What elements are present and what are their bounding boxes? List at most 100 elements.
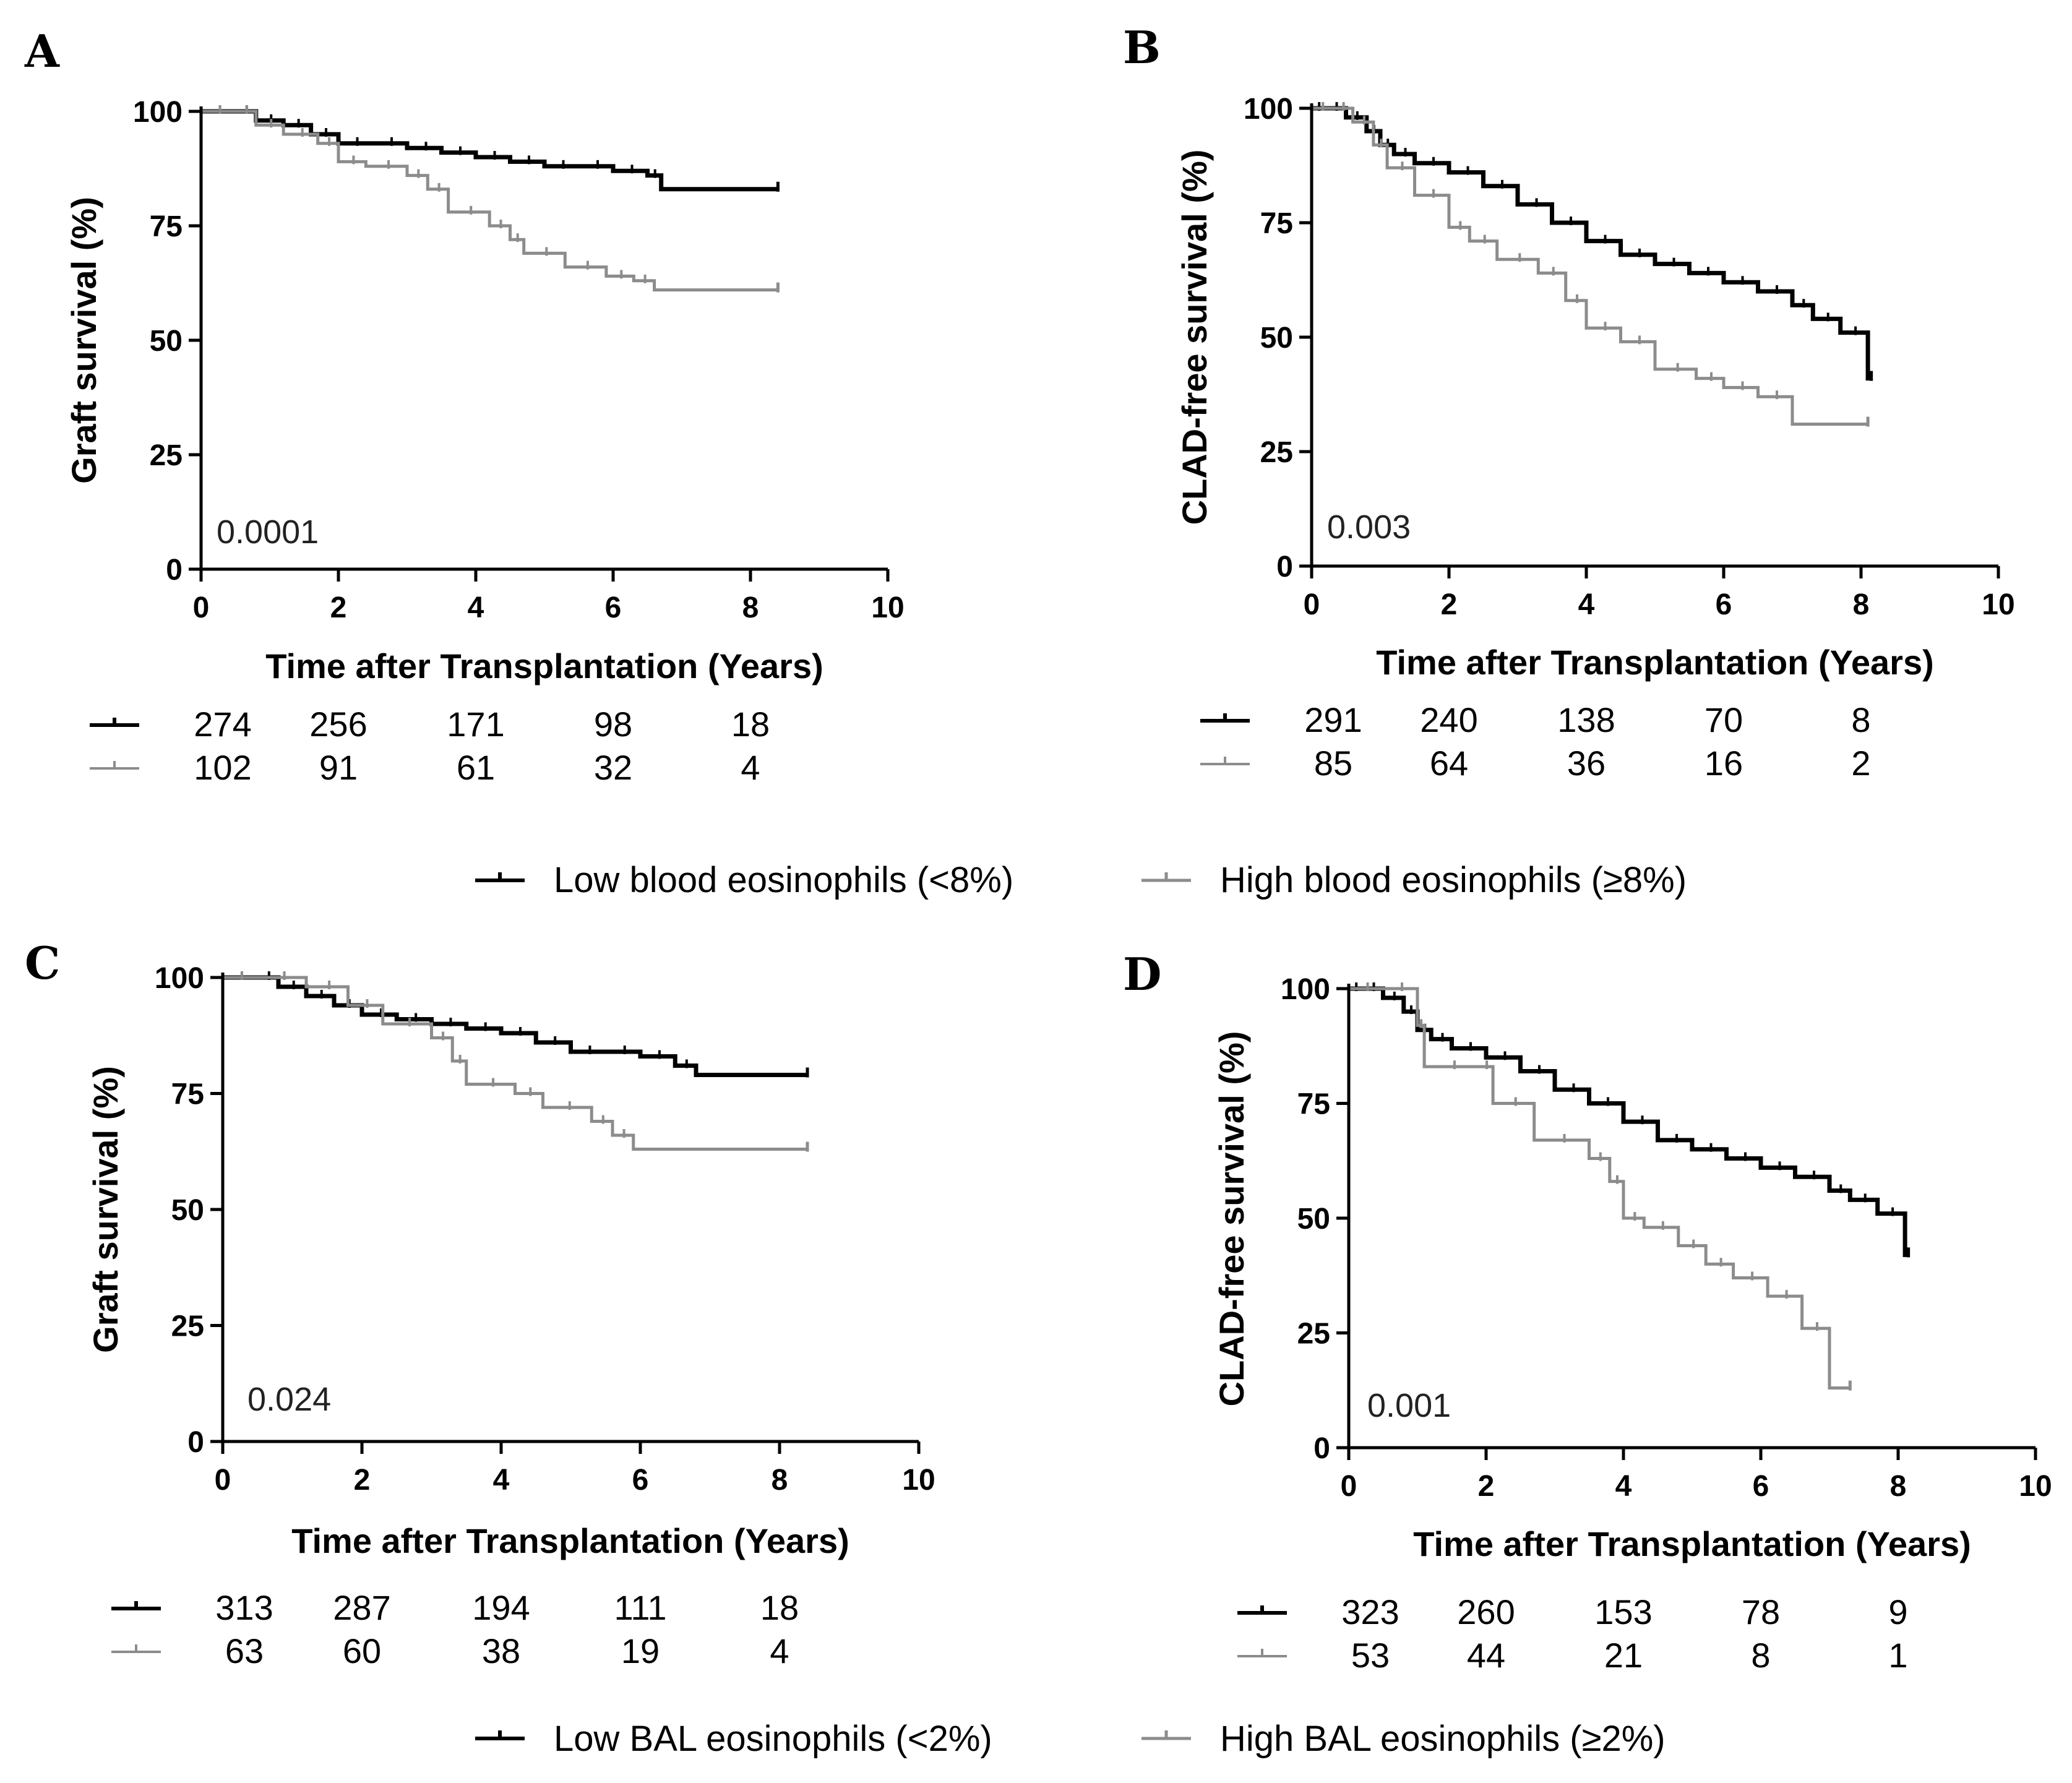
risk-count-low: 194 [472, 1588, 530, 1627]
risk-count-low: 111 [614, 1588, 666, 1627]
x-tick-label: 0 [1304, 588, 1320, 621]
x-tick-label: 2 [1441, 588, 1458, 621]
risk-count-low: 138 [1557, 700, 1615, 739]
risk-count-low: 274 [194, 705, 251, 744]
y-tick-label: 75 [1260, 207, 1293, 240]
x-tick-label: 0 [193, 591, 210, 624]
risk-count-low: 171 [447, 705, 504, 744]
y-tick-label: 75 [171, 1078, 204, 1111]
panel-letter-d: D [1123, 948, 1161, 1000]
x-tick-label: 8 [1853, 588, 1870, 621]
risk-count-low: 18 [731, 705, 770, 744]
risk-count-high: 16 [1704, 744, 1743, 783]
risk-count-high: 19 [621, 1631, 660, 1670]
panel-letter-c: C [25, 937, 60, 989]
risk-count-high: 102 [194, 748, 251, 787]
y-tick-label: 0 [1276, 551, 1293, 583]
risk-count-high: 1 [1888, 1636, 1907, 1675]
y-tick-label: 50 [1297, 1203, 1330, 1235]
risk-count-high: 36 [1567, 744, 1606, 783]
risk-count-high: 21 [1604, 1636, 1643, 1675]
x-tick-label: 0 [1341, 1470, 1357, 1503]
y-tick-label: 0 [1313, 1432, 1330, 1465]
risk-count-high: 91 [319, 748, 358, 787]
x-tick-label: 2 [1478, 1470, 1495, 1503]
x-tick-label: 4 [1578, 588, 1595, 621]
y-tick-label: 100 [1244, 93, 1293, 126]
risk-count-low: 260 [1457, 1592, 1515, 1631]
risk-count-high: 44 [1467, 1636, 1505, 1675]
panel-a: A 0 25 50 75 100 0 2 4 6 8 10 0.0001 Time after Tr… [24, 25, 905, 787]
risk-count-low: 8 [1851, 700, 1870, 739]
legend-high-blood-label: High blood eosinophils (≥8%) [1220, 860, 1687, 900]
legend-bal: Low BAL eosinophils (<2%) High BAL eosin… [475, 1719, 1666, 1759]
x-tick-label: 4 [493, 1464, 510, 1497]
y-tick-label: 50 [150, 325, 183, 358]
risk-count-low: 98 [594, 705, 632, 744]
survival-curve-high-d [1349, 987, 1851, 1390]
x-tick-label: 8 [1890, 1470, 1907, 1503]
x-tick-label: 8 [772, 1464, 788, 1497]
x-axis-title-a: Time after Transplantation (Years) [265, 647, 823, 685]
y-tick-label: 0 [187, 1426, 204, 1459]
y-tick-label: 100 [1281, 973, 1330, 1006]
x-tick-label: 6 [1716, 588, 1732, 621]
y-tick-label: 100 [133, 96, 183, 129]
risk-count-high: 63 [225, 1631, 264, 1670]
y-tick-label: 50 [1260, 322, 1293, 354]
risk-count-high: 85 [1314, 744, 1352, 783]
y-tick-label: 50 [171, 1194, 204, 1227]
risk-count-high: 60 [343, 1631, 381, 1670]
p-value-c: 0.024 [247, 1381, 331, 1418]
risk-count-low: 313 [215, 1588, 273, 1627]
y-tick-label: 75 [1297, 1088, 1330, 1121]
x-axis-title-b: Time after Transplantation (Years) [1376, 643, 1933, 682]
survival-curve-high-a [201, 110, 778, 292]
risk-count-low: 9 [1888, 1592, 1907, 1631]
risk-count-low: 256 [309, 705, 367, 744]
p-value-d: 0.001 [1367, 1387, 1451, 1424]
legend-low-bal-label: Low BAL eosinophils (<2%) [554, 1719, 992, 1759]
risk-count-high: 64 [1430, 744, 1468, 783]
risk-count-low: 18 [760, 1588, 799, 1627]
x-tick-label: 8 [742, 591, 759, 624]
risk-count-low: 70 [1704, 700, 1743, 739]
risk-count-low: 153 [1594, 1592, 1652, 1631]
panel-b: B 0 25 50 75 100 0 2 4 6 8 10 0.003 Time after Tra… [1123, 21, 2015, 783]
risk-count-high: 61 [457, 748, 495, 787]
panel-letter-a: A [24, 25, 60, 77]
survival-curve-high-b [1312, 106, 1868, 426]
x-tick-label: 10 [1982, 588, 2014, 621]
legend-low-blood-label: Low blood eosinophils (<8%) [554, 860, 1013, 900]
y-tick-label: 25 [150, 439, 183, 472]
y-tick-label: 0 [166, 554, 183, 586]
risk-count-high: 8 [1751, 1636, 1770, 1675]
risk-count-low: 287 [333, 1588, 390, 1627]
risk-count-high: 4 [770, 1631, 789, 1670]
y-tick-label: 25 [1297, 1318, 1330, 1351]
legend-blood: Low blood eosinophils (<8%) High blood e… [475, 860, 1687, 900]
survival-curve-low-c [223, 975, 807, 1077]
risk-count-high: 38 [482, 1631, 520, 1670]
x-axis-title-c: Time after Transplantation (Years) [291, 1521, 849, 1560]
risk-count-low: 323 [1341, 1592, 1399, 1631]
y-tick-label: 100 [155, 962, 204, 995]
x-tick-label: 6 [1753, 1470, 1769, 1503]
p-value-b: 0.003 [1327, 509, 1411, 546]
x-tick-label: 6 [632, 1464, 649, 1497]
x-axis-title-d: Time after Transplantation (Years) [1413, 1524, 1971, 1563]
p-value-a: 0.0001 [217, 513, 319, 551]
x-tick-label: 6 [605, 591, 622, 624]
y-tick-label: 75 [150, 210, 183, 243]
risk-count-low: 78 [1742, 1592, 1780, 1631]
x-tick-label: 4 [1615, 1470, 1632, 1503]
panel-c: C 0 25 50 75 100 0 2 4 6 8 10 0.024 Time after Tra… [25, 937, 935, 1670]
risk-count-high: 32 [594, 748, 632, 787]
panel-d: D 0 25 50 75 100 0 2 4 6 8 10 0.001 Time after Tra… [1123, 948, 2052, 1675]
x-tick-label: 10 [902, 1464, 935, 1497]
survival-curve-high-c [223, 976, 807, 1151]
y-axis-title-a: Graft survival (%) [64, 197, 103, 484]
y-tick-label: 25 [1260, 436, 1293, 469]
y-axis-title-d: CLAD-free survival (%) [1212, 1031, 1251, 1407]
